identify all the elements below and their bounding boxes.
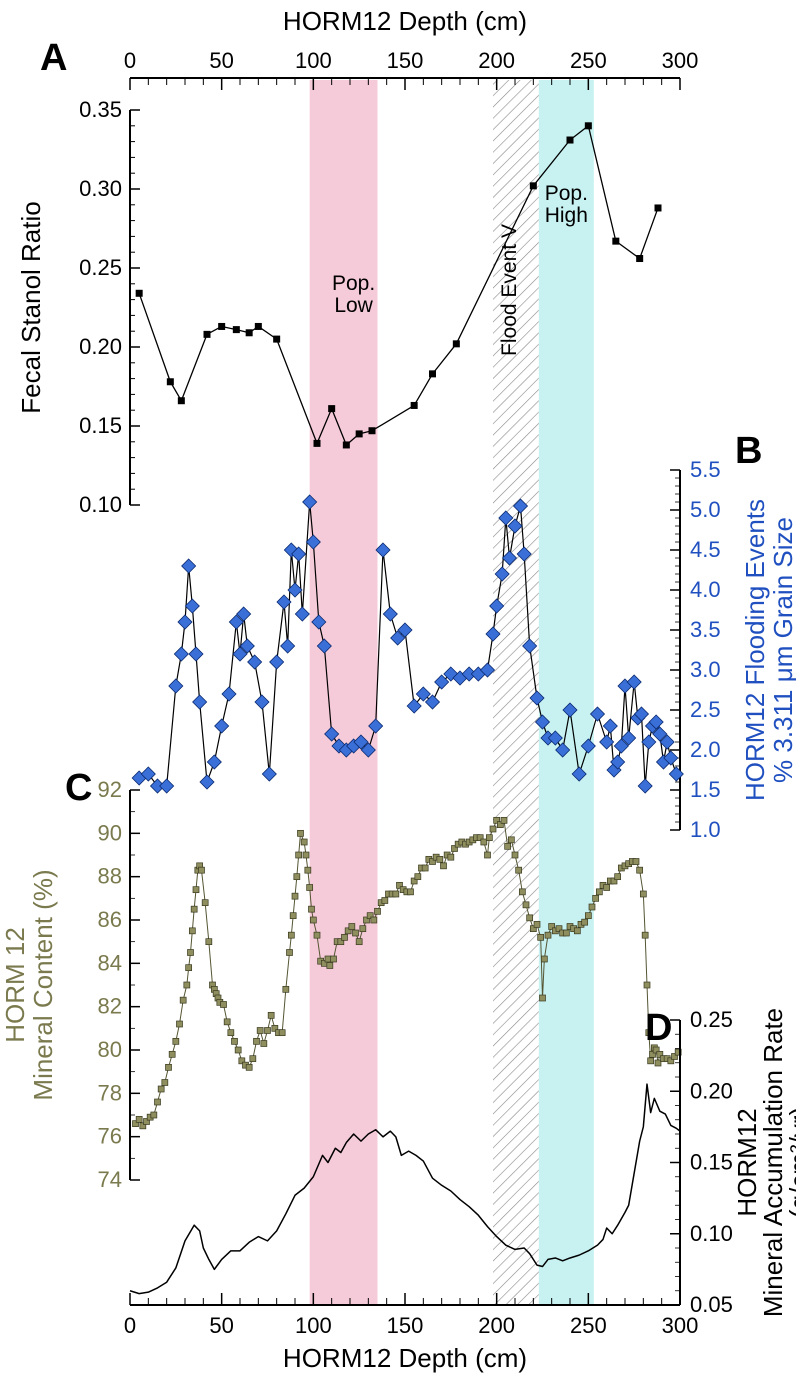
panelB-ytick: 4.5 [690, 537, 721, 562]
label-pop-low: Low [334, 294, 373, 317]
panelB-ytick: 3.5 [690, 617, 721, 642]
panelA-ytick: 0.25 [79, 255, 122, 280]
panelA-ytick: 0.10 [79, 492, 122, 517]
x-tick-label-top: 150 [387, 48, 424, 73]
figure-container: 0 50 100 150 200 250 300 HORM12 Depth (cm) 0 50 10… [0, 0, 796, 1400]
x-tick-label-bottom: 100 [295, 1313, 332, 1338]
x-axis-label-bottom: HORM12 Depth (cm) [283, 1343, 527, 1373]
x-tick-label-bottom: 200 [478, 1313, 515, 1338]
panelB-ylabel: HORM12 Flooding Events [740, 499, 770, 801]
x-tick-label-top: 0 [124, 48, 136, 73]
panelB-ytick: 1.5 [690, 777, 721, 802]
panelD-ytick: 0.20 [690, 1078, 733, 1103]
panelB-ytick: 2.5 [690, 697, 721, 722]
panelC-ytick: 78 [98, 1080, 122, 1105]
label-pop-high: High [545, 204, 588, 227]
x-tick-label-top: 250 [570, 48, 607, 73]
panelA-ytick: 0.15 [79, 413, 122, 438]
region-pop-high [539, 80, 594, 1305]
panelC-ytick: 92 [98, 777, 122, 802]
x-axis-label-top: HORM12 Depth (cm) [283, 6, 527, 36]
panelD-ytick: 0.25 [690, 1007, 733, 1032]
panelA-ytick: 0.30 [79, 176, 122, 201]
panelB-ylabel: % 3.311 μm Grain Size [768, 517, 796, 783]
panelC-ytick: 76 [98, 1124, 122, 1149]
panelD-letter: D [645, 1007, 672, 1049]
label-pop-high: Pop. [545, 182, 588, 205]
panelB-ytick: 3.0 [690, 657, 721, 682]
label-pop-low: Pop. [332, 272, 375, 295]
panelC-ytick: 84 [98, 950, 122, 975]
panelA-ylabel: Fecal Stanol Ratio [16, 201, 46, 413]
panelC-ytick: 88 [98, 864, 122, 889]
x-tick-label-top: 50 [209, 48, 233, 73]
panelD-ylabel: (g/cm²/yr) [784, 1107, 796, 1218]
panelB-ytick: 5.0 [690, 497, 721, 522]
panelB-ytick: 5.5 [690, 457, 721, 482]
panelC-ylabel: HORM 12 [0, 927, 30, 1043]
panelC-ytick: 86 [98, 907, 122, 932]
panelA-letter: A [40, 37, 67, 79]
panelA-ytick: 0.35 [79, 97, 122, 122]
panelC-ytick: 80 [98, 1037, 122, 1062]
panelB-letter: B [735, 430, 762, 472]
panelD-ytick: 0.10 [690, 1221, 733, 1246]
panelC-letter: C [65, 767, 92, 809]
panelC-ytick: 82 [98, 994, 122, 1019]
x-tick-label-bottom: 250 [570, 1313, 607, 1338]
panelB-ytick: 2.0 [690, 737, 721, 762]
multi-panel-chart: 0 50 100 150 200 250 300 HORM12 Depth (cm) 0 50 10… [0, 0, 796, 1400]
panelB-ytick: 4.0 [690, 577, 721, 602]
panelB-ytick: 1.0 [690, 817, 721, 842]
x-tick-label-bottom: 150 [387, 1313, 424, 1338]
x-tick-label-top: 300 [662, 48, 699, 73]
x-tick-label-bottom: 0 [124, 1313, 136, 1338]
panelC-ytick: 90 [98, 820, 122, 845]
label-flood-event-v: Flood Event V [498, 224, 521, 356]
panelD-ytick: 0.15 [690, 1150, 733, 1175]
panelC-ytick: 74 [98, 1167, 122, 1192]
panelD-ytick: 0.05 [690, 1292, 733, 1317]
x-tick-label-bottom: 50 [209, 1313, 233, 1338]
region-pop-low [310, 80, 378, 1305]
panelA-ytick: 0.20 [79, 334, 122, 359]
panelC-ylabel: Mineral Content (%) [28, 869, 58, 1100]
x-tick-label-top: 100 [295, 48, 332, 73]
x-tick-label-top: 200 [478, 48, 515, 73]
